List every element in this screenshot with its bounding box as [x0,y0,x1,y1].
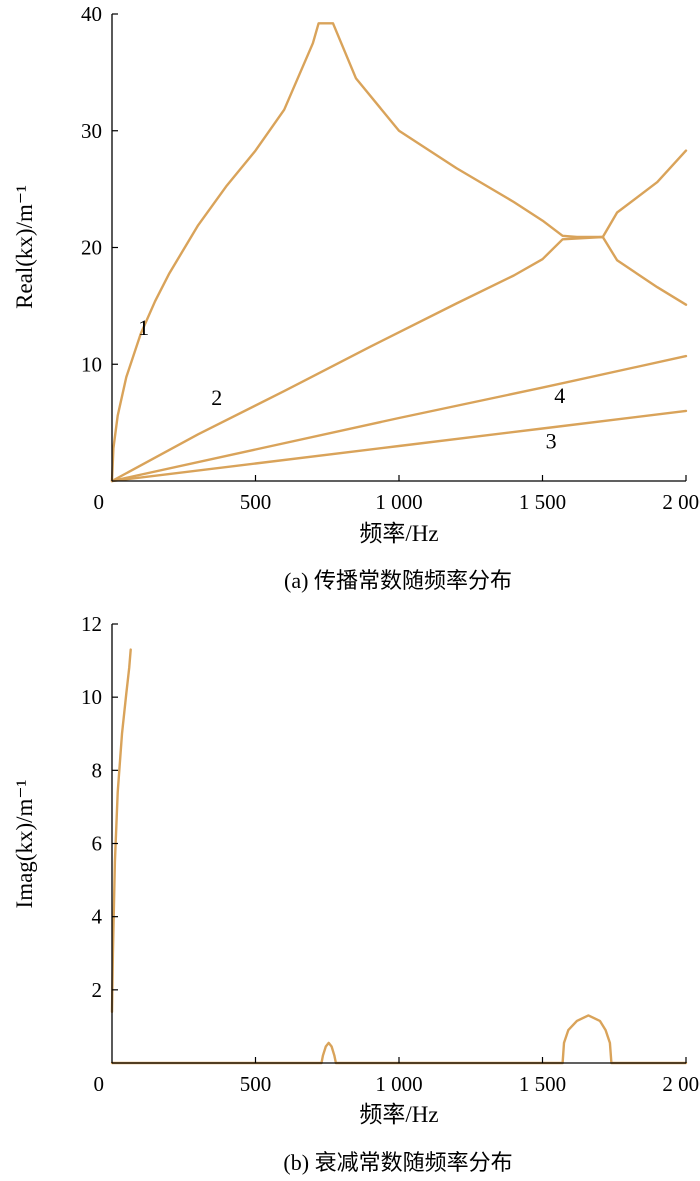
y-tick-label: 40 [81,2,102,26]
y-tick-label: 4 [92,905,103,929]
series-curve-2 [110,1014,688,1065]
y-tick-label: 2 [92,978,103,1002]
panel-a-y-axis-label: Real(kx)/m⁻¹ [12,185,37,309]
panel-a-x-axis-label: 频率/Hz [359,521,438,546]
panel-b-caption: (b) 衰减常数随频率分布 [283,1150,512,1175]
series-curve-2 [110,235,688,483]
series-curve-1 [110,22,688,483]
panel-b-curves [110,648,688,1065]
x-tick-label: 500 [240,490,272,514]
y-tick-label: 6 [92,832,103,856]
curve-label-1: 1 [138,315,149,340]
curve-label-3: 3 [546,428,557,453]
curve-label-2: 2 [211,385,222,410]
x-tick-label: 2 000 [662,1072,700,1096]
panel-b-x-ticks: 0 500 1 000 1 500 2 000 [94,1057,700,1096]
x-tick-label: 0 [94,490,105,514]
panel-a-curve-labels: 1 2 4 3 [138,315,565,453]
y-tick-label: 10 [81,352,102,376]
panel-b-y-ticks: 2 4 6 8 10 12 [81,612,118,1002]
y-tick-label: 20 [81,236,102,260]
x-tick-label: 1 000 [375,490,422,514]
y-tick-label: 10 [81,685,102,709]
panel-b-y-axis-label: Imag(kx)/m⁻¹ [12,779,37,908]
series-curve-1 [110,648,132,1013]
y-tick-label: 8 [92,758,103,782]
panel-a-y-ticks: 10 20 30 40 [81,2,118,376]
x-tick-label: 0 [94,1072,105,1096]
panel-b-attenuation-constant: 0 500 1 000 1 500 2 000 2 4 6 8 10 12 频率/Hz Imag(… [12,612,700,1175]
x-tick-label: 1 500 [519,490,566,514]
x-tick-label: 1 000 [375,1072,422,1096]
y-tick-label: 12 [81,612,102,636]
series-curve-4 [110,354,688,483]
panel-b-x-axis-label: 频率/Hz [359,1102,438,1127]
y-tick-label: 30 [81,119,102,143]
x-tick-label: 2 000 [662,490,700,514]
panel-a-curves [110,22,688,483]
panel-a-caption: (a) 传播常数随频率分布 [284,568,512,593]
panel-a-x-ticks: 0 500 1 000 1 500 2 000 [94,475,700,514]
curve-label-4: 4 [554,383,565,408]
series-curve-3 [110,409,688,483]
x-tick-label: 500 [240,1072,272,1096]
x-tick-label: 1 500 [519,1072,566,1096]
